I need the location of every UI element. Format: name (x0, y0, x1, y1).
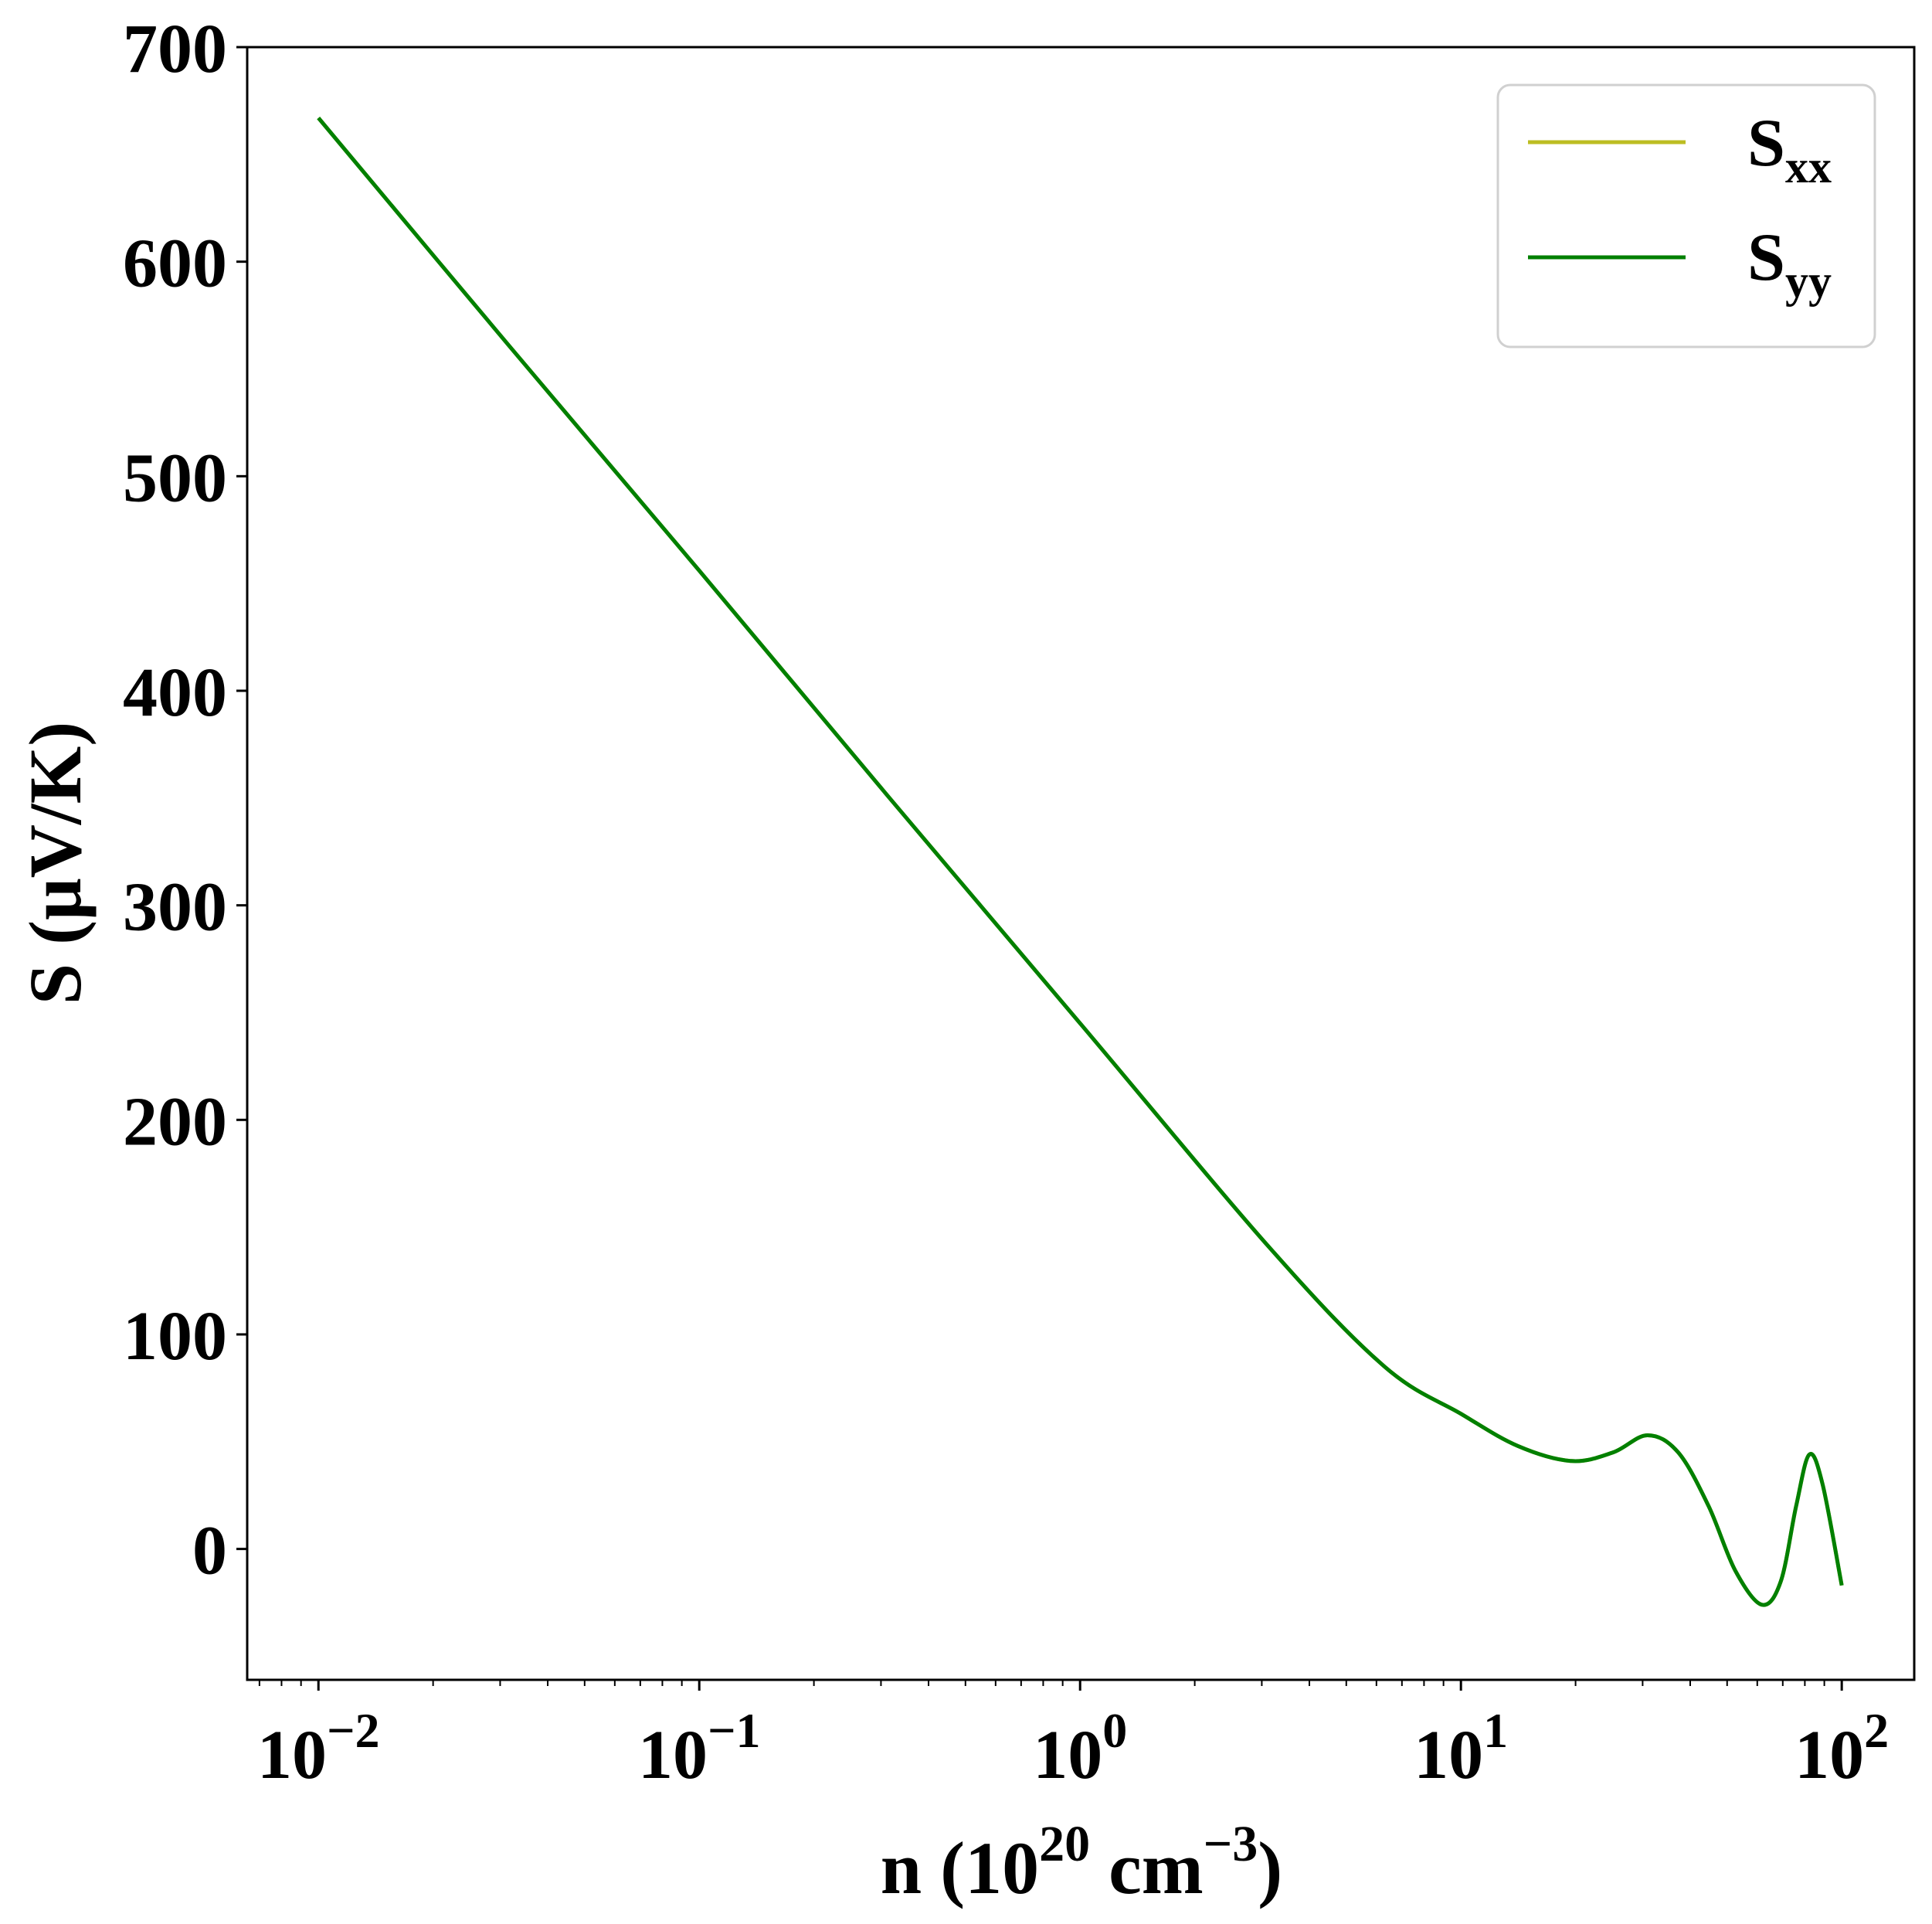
y-tick-label: 300 (123, 869, 227, 946)
x-tick-label: 101 (1414, 1703, 1508, 1793)
y-tick-label: 700 (123, 11, 227, 87)
legend-label-syy: Syy (1747, 220, 1832, 307)
y-tick-label: 200 (123, 1083, 227, 1160)
x-tick-label: 100 (1033, 1703, 1127, 1793)
y-tick-label: 500 (123, 440, 227, 516)
legend-label-sxx: Sxx (1747, 106, 1832, 192)
x-tick-label: 10−1 (638, 1703, 760, 1793)
y-axis-label: S (μV/K) (14, 722, 97, 1004)
legend: Sxx Syy (1496, 83, 1876, 348)
series-line-yy (317, 117, 1844, 1607)
axis-ticks: 0 100 200 300 400 500 600 700 10−2 10−1 100 101 102 (123, 11, 1889, 1793)
y-tick-label: 600 (123, 226, 227, 302)
x-tick-label: 10−2 (257, 1703, 379, 1793)
chart-marks (317, 117, 1844, 1607)
y-tick-label: 0 (192, 1513, 227, 1589)
x-axis-label: n (1020 cm−3) (881, 1816, 1283, 1909)
y-tick-label: 100 (123, 1298, 227, 1375)
x-tick-label: 102 (1794, 1703, 1889, 1793)
legend-box (1496, 83, 1876, 348)
y-tick-label: 400 (123, 654, 227, 731)
